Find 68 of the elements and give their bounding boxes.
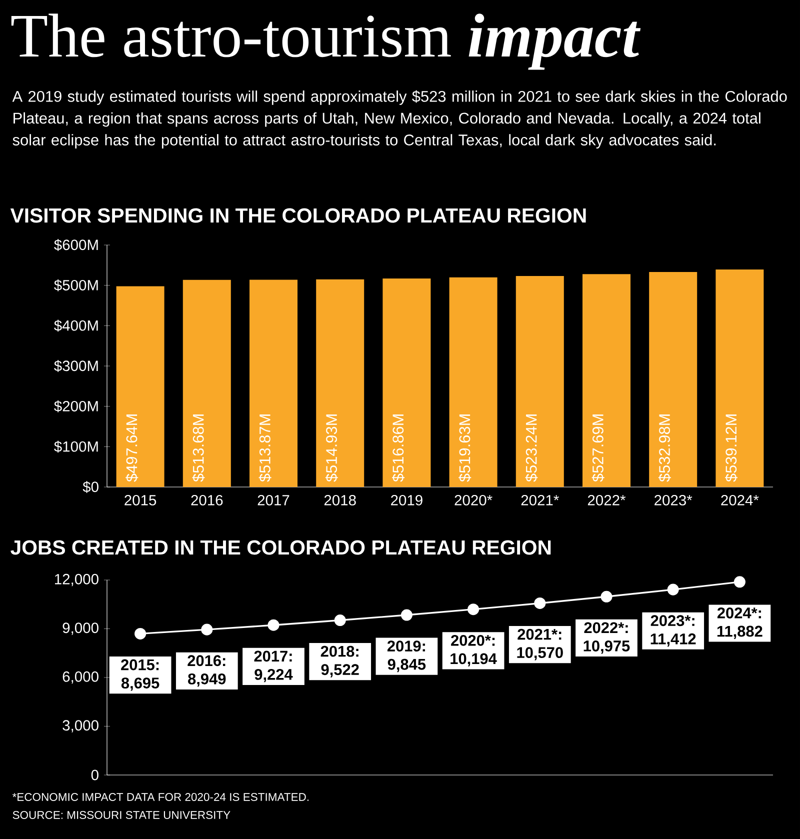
bar: [116, 286, 164, 487]
data-label: $523.24M: [525, 414, 538, 482]
y-tick-label: 0: [91, 770, 98, 780]
data-label: $513.87M: [258, 414, 272, 482]
x-tick-label: 2021*: [521, 494, 559, 506]
bar: [449, 277, 498, 487]
data-label: 2015: 8,695: [121, 659, 160, 691]
point: [734, 576, 746, 588]
x-tick-label: 2016: [191, 494, 223, 506]
text: The astro-tourism impact: [11, 14, 641, 70]
text: *ECONOMIC IMPACT DATA FOR 2020-24 IS ESTIMATED.: [12, 793, 309, 801]
y-tick-label: $200M: [54, 400, 98, 412]
point: [334, 614, 346, 626]
bar: [316, 279, 364, 487]
data-label: 2018: 9,522: [320, 646, 359, 678]
y-tick-label: $0: [82, 481, 98, 493]
data-label: 2020*: 10,194: [450, 634, 497, 666]
data-label: 2016: 8,949: [188, 655, 226, 687]
bar: [582, 274, 630, 487]
point: [600, 590, 612, 602]
chart-title: VISITOR SPENDING IN THE COLORADO PLATEAU REGION: [10, 208, 586, 223]
x-tick-label: 2022*: [588, 494, 626, 506]
x-tick-label: 2020*: [454, 494, 492, 506]
x-tick-label: 2018: [324, 494, 356, 506]
point: [201, 624, 213, 636]
y-tick-label: $500M: [54, 279, 98, 292]
point: [268, 619, 280, 631]
y-tick-label: $100M: [54, 440, 98, 453]
y-tick-label: $400M: [54, 320, 98, 332]
y-tick-label: $300M: [54, 360, 98, 372]
point: [534, 597, 546, 609]
text: A 2019 study estimated tourists will spend approximately $523 million in 2021 to see dark skies in the Colorado Plateau, a region that spans across parts of Utah, New Mexico, Colorado and Nevada. Locally, a 2024 total solar eclipse has the potential to attract astro-tourists to Central Texas, local dark sky advocates said.: [12, 90, 787, 149]
point: [400, 609, 412, 621]
y-tick-label: 12,000: [55, 574, 98, 586]
data-label: 2023*: 11,412: [650, 615, 696, 647]
data-label: $514.93M: [325, 414, 338, 482]
data-label: $527.69M: [592, 414, 604, 482]
y-tick-label: 9,000: [62, 622, 98, 635]
data-label: 2024*: 11,882: [717, 608, 762, 639]
x-tick-label: 2023*: [654, 494, 692, 506]
x-tick-label: 2024*: [721, 494, 759, 506]
point: [468, 604, 480, 616]
bar: [716, 270, 764, 487]
chart-title: JOBS CREATED IN THE COLORADO PLATEAU REGION: [10, 540, 551, 555]
data-label: $532.98M: [658, 414, 671, 482]
point: [667, 584, 679, 596]
x-tick-label: 2015: [124, 494, 156, 506]
y-tick-label: 3,000: [62, 720, 98, 732]
data-label: 2017: 9,224: [254, 650, 293, 682]
bar: [182, 280, 231, 487]
point: [134, 628, 146, 640]
bar: [249, 280, 298, 487]
bar: [649, 272, 698, 487]
bar: [516, 276, 564, 487]
data-label: 2021*: 10,570: [517, 628, 563, 660]
source-note: SOURCE: MISSOURI STATE UNIVERSITY: [12, 811, 230, 819]
data-label: 2019: 9,845: [387, 640, 426, 672]
data-label: $539.12M: [725, 414, 738, 482]
bar: [382, 278, 431, 487]
data-label: 2022*: 10,975: [584, 622, 630, 654]
data-label: $516.86M: [392, 414, 405, 482]
data-label: $519.63M: [458, 414, 472, 482]
data-label: $513.68M: [192, 414, 205, 482]
data-label: $497.64M: [126, 414, 138, 482]
y-tick-label: 6,000: [62, 671, 98, 684]
x-tick-label: 2017: [258, 494, 290, 506]
y-tick-label: $600M: [54, 239, 98, 251]
x-tick-label: 2019: [391, 494, 422, 506]
